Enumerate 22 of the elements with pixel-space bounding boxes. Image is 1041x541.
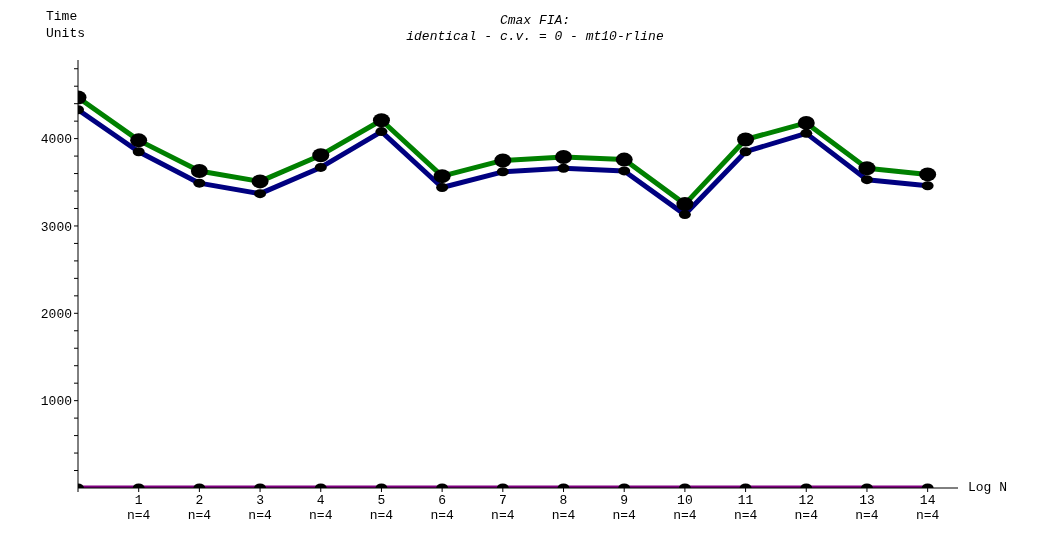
y-tick-label: 1000 — [40, 394, 72, 410]
y-tick-label: 4000 — [40, 132, 72, 148]
x-tick-label: 9 n=4 — [612, 493, 637, 523]
x-tick-label: 3 n=4 — [248, 493, 272, 523]
y-tick-label: 3000 — [40, 219, 72, 235]
y-axis-title: Time Units — [46, 8, 86, 42]
x-tick-label: 8 n=4 — [551, 493, 576, 523]
x-tick-label: 6 n=4 — [430, 493, 455, 523]
x-tick-label: 2 n=4 — [187, 493, 212, 523]
y-tick-label: 2000 — [40, 306, 72, 322]
x-tick-label: 14 n=4 — [915, 493, 940, 523]
chart-subtitle: identical - c.v. = 0 - mt10-rline — [406, 29, 664, 44]
x-tick-label: 5 n=4 — [369, 493, 394, 523]
x-tick-label: 12 n=4 — [794, 493, 819, 523]
x-tick-label: 13 n=4 — [855, 493, 879, 523]
chart-title: Cmax FIA: — [499, 13, 571, 28]
x-axis-title: Log N — [968, 480, 1008, 495]
x-tick-label: 1 n=4 — [126, 493, 151, 523]
x-tick-label: 7 n=4 — [491, 493, 515, 523]
x-tick-label: 11 n=4 — [733, 493, 758, 523]
x-tick-label: 10 n=4 — [673, 493, 697, 523]
x-tick-label: 4 n=4 — [309, 493, 333, 523]
